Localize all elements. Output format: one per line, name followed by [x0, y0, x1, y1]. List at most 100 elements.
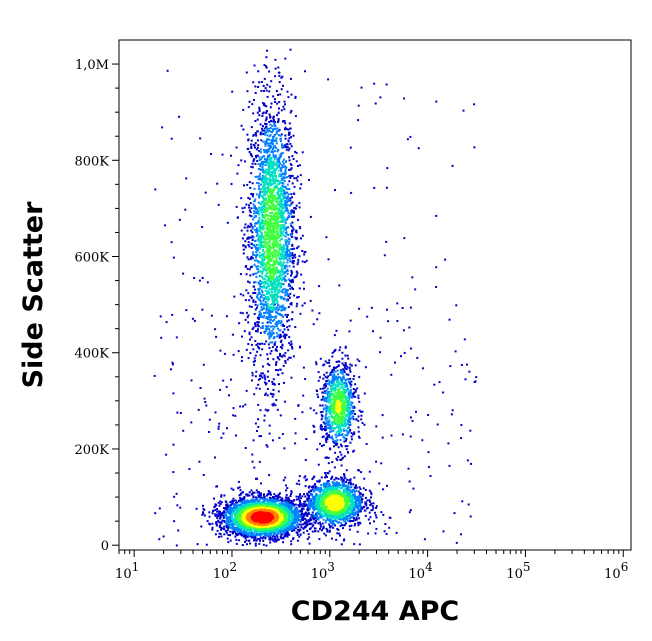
event-dot [240, 506, 243, 509]
event-dot [269, 294, 272, 297]
event-dot [279, 499, 282, 502]
event-dot [266, 148, 269, 151]
event-dot [273, 493, 276, 496]
event-dot [343, 440, 346, 443]
event-dot [275, 146, 277, 149]
event-dot [292, 265, 295, 268]
event-dot [357, 524, 360, 527]
event-dot [237, 350, 240, 353]
event-dot [261, 174, 264, 177]
event-dot [284, 352, 287, 355]
event-dot [416, 356, 419, 359]
event-dot [340, 478, 343, 481]
event-dot [308, 485, 311, 488]
event-dot [315, 512, 318, 515]
event-dot [346, 389, 349, 391]
event-dot [243, 226, 246, 229]
event-dot [336, 381, 339, 384]
event-dot [260, 158, 263, 161]
event-dot [332, 374, 335, 377]
event-dot [273, 119, 275, 122]
event-dot [262, 502, 265, 505]
event-dot [256, 294, 259, 297]
event-dot [359, 504, 362, 507]
event-dot [270, 120, 273, 123]
event-dot [219, 502, 222, 505]
event-dot [280, 530, 283, 533]
event-dot [257, 235, 260, 238]
event-dot [245, 265, 248, 267]
event-dot [273, 299, 276, 302]
event-dot [253, 263, 256, 266]
event-dot [284, 333, 287, 336]
event-dot [333, 334, 336, 337]
event-dot [332, 526, 335, 529]
event-dot [264, 133, 267, 136]
event-dot [250, 139, 253, 142]
event-dot [282, 541, 284, 544]
event-dot [285, 489, 288, 492]
event-dot [246, 499, 249, 502]
event-dot [268, 285, 271, 288]
event-dot [203, 397, 206, 400]
event-dot [249, 352, 252, 355]
event-dot [260, 294, 263, 297]
event-dot [281, 216, 284, 219]
event-dot [264, 178, 266, 181]
event-dot [265, 281, 268, 284]
event-dot [256, 154, 259, 157]
event-dot [282, 84, 284, 87]
event-dot [328, 530, 331, 533]
event-dot [339, 484, 342, 487]
event-dot [352, 493, 354, 496]
event-dot [327, 427, 330, 430]
event-dot [274, 100, 276, 103]
event-dot [287, 306, 290, 309]
event-dot [206, 520, 209, 523]
event-dot [256, 350, 259, 353]
event-dot [276, 335, 278, 338]
event-dot [357, 435, 360, 438]
event-dot [329, 394, 332, 397]
event-dot [303, 476, 306, 479]
event-dot [281, 288, 284, 291]
event-dot [329, 380, 332, 383]
event-dot [280, 217, 283, 220]
event-dot [295, 274, 298, 277]
event-dot [227, 505, 230, 508]
event-dot [212, 509, 215, 512]
event-dot [371, 509, 374, 511]
event-dot [244, 240, 247, 243]
event-dot [317, 516, 320, 519]
event-dot [276, 179, 279, 182]
event-dot [338, 349, 341, 352]
event-dot [158, 507, 161, 510]
event-dot [297, 504, 300, 506]
event-dot [229, 506, 232, 509]
event-dot [309, 299, 312, 302]
event-dot [257, 403, 260, 406]
event-dot [185, 309, 188, 312]
event-dot [264, 499, 267, 502]
event-dot [260, 375, 263, 378]
event-dot [328, 361, 331, 364]
event-dot [280, 220, 283, 223]
event-dot [282, 220, 285, 223]
event-dot [231, 526, 233, 529]
event-dot [342, 377, 345, 380]
event-dot [344, 346, 347, 349]
event-dot [291, 226, 294, 229]
event-dot [275, 498, 278, 501]
event-dot [286, 176, 289, 179]
event-dot [306, 538, 309, 541]
event-dot [270, 315, 273, 318]
event-dot [245, 203, 248, 206]
event-dot [291, 512, 294, 515]
event-dot [228, 516, 230, 519]
event-dot [231, 516, 233, 519]
event-dot [262, 185, 265, 188]
event-dot [261, 209, 264, 212]
event-dot [370, 493, 373, 496]
event-dot [315, 363, 318, 366]
event-dot [282, 283, 284, 286]
